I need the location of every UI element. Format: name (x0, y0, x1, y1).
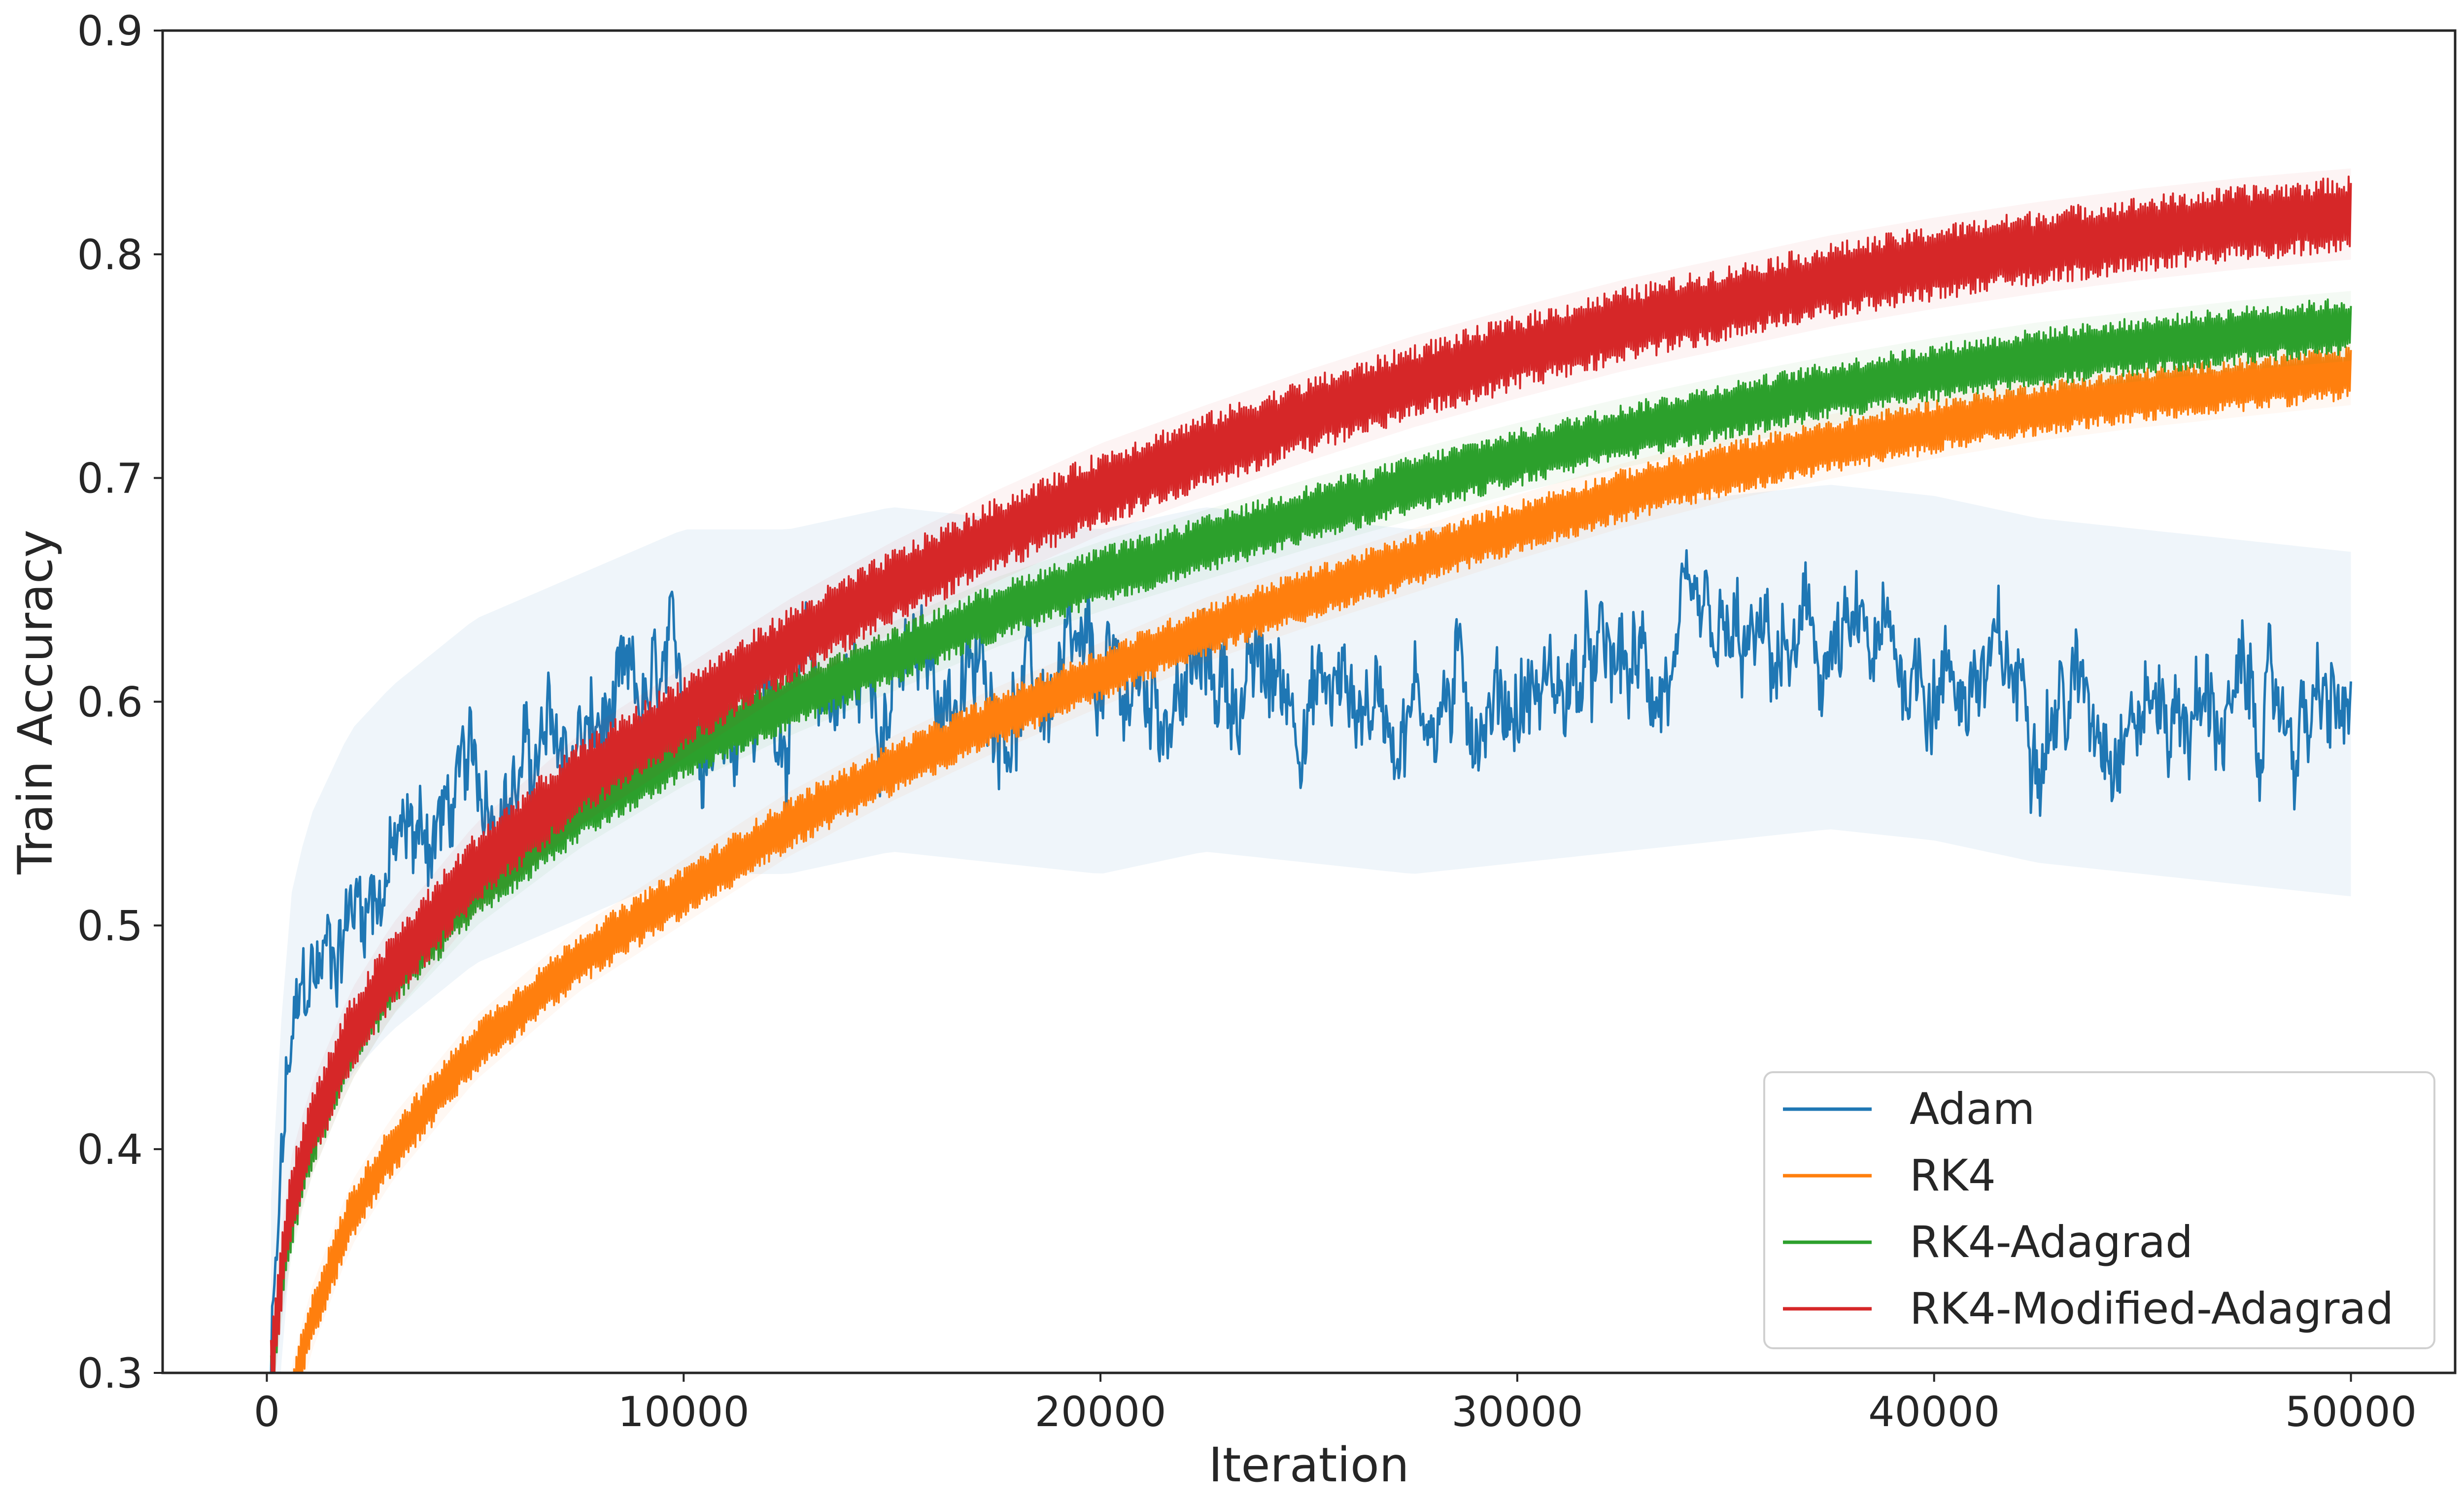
y-tick-label: 0.7 (77, 455, 143, 503)
x-tick-label: 50000 (2285, 1388, 2417, 1436)
legend-label-rk4-modified-adagrad: RK4-Modified-Adagrad (1910, 1283, 2394, 1334)
y-tick-label: 0.8 (77, 231, 143, 279)
x-tick-label: 30000 (1451, 1388, 1583, 1436)
y-axis-label: Train Accuracy (8, 529, 63, 875)
x-axis-label: Iteration (1208, 1437, 1409, 1493)
x-tick-label: 40000 (1868, 1388, 2000, 1436)
x-tick-label: 0 (254, 1388, 280, 1436)
y-axis: 0.3 0.4 0.5 0.6 0.7 0.8 0.9 (77, 7, 163, 1398)
series-line-adam (270, 549, 2352, 1373)
y-tick-label: 0.4 (77, 1125, 143, 1174)
legend-label-rk4: RK4 (1910, 1150, 1996, 1201)
x-tick-label: 20000 (1034, 1388, 1166, 1436)
legend-box (1763, 1071, 2435, 1349)
y-tick-label: 0.6 (77, 678, 143, 727)
y-tick-label: 0.5 (77, 902, 143, 950)
series-line-rk4-modified-adagrad (270, 175, 2352, 1373)
y-tick-label: 0.3 (77, 1349, 143, 1398)
legend-label-rk4-adagrad: RK4-Adagrad (1910, 1217, 2193, 1267)
y-tick-label: 0.9 (77, 7, 143, 55)
x-tick-label: 10000 (618, 1388, 750, 1436)
plot-area (270, 168, 2352, 1373)
series-line-rk4 (293, 346, 2352, 1373)
legend: Adam RK4 RK4-Adagrad RK4-Modified-Adagrad (1763, 1071, 2435, 1349)
x-axis: 0 10000 20000 30000 40000 50000 (254, 1373, 2417, 1436)
legend-label-adam: Adam (1910, 1084, 2035, 1134)
